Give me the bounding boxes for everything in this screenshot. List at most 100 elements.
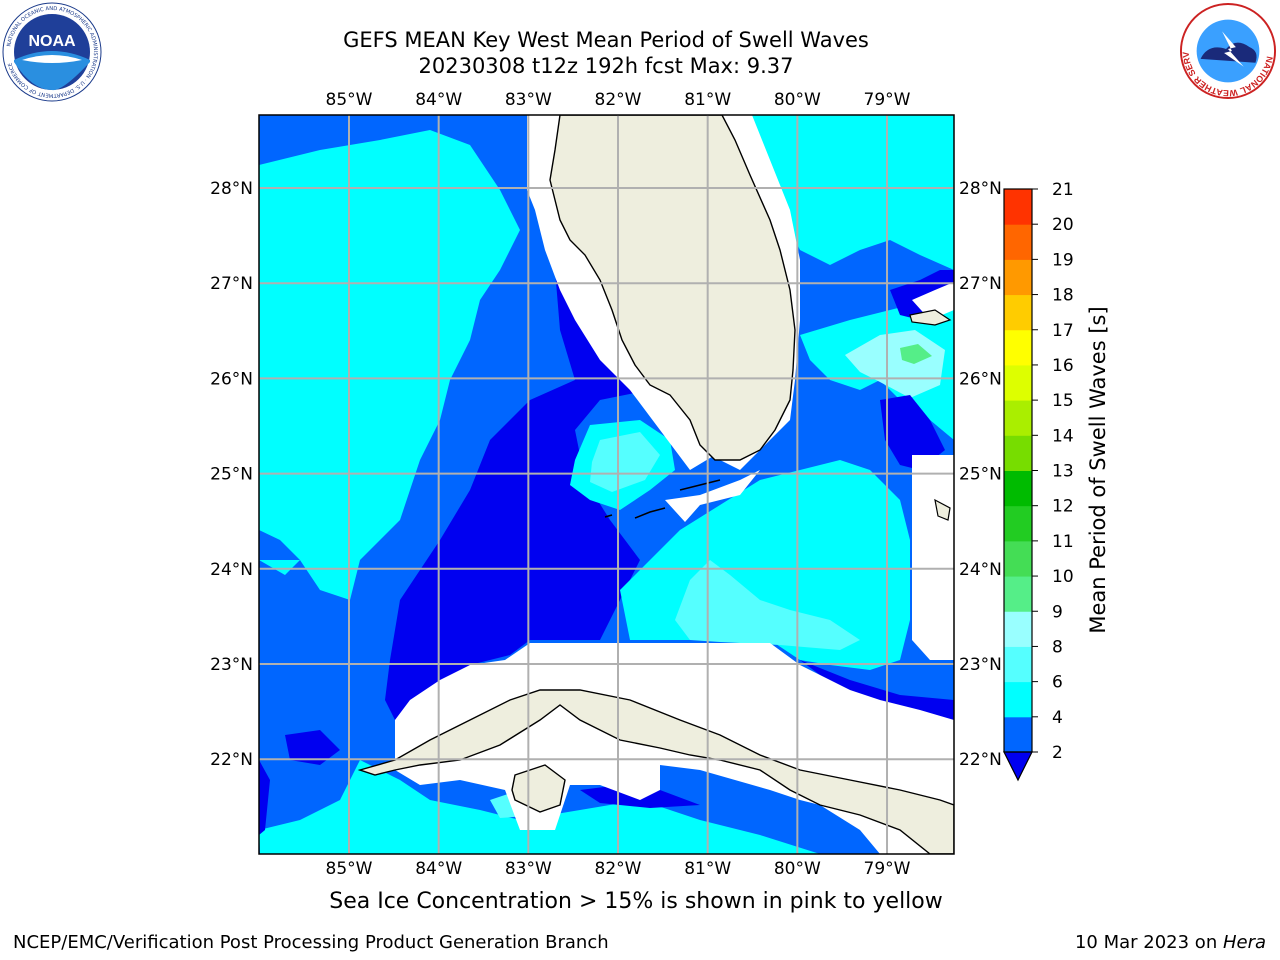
colorbar-segment bbox=[1004, 259, 1032, 296]
colorbar-segment bbox=[1004, 400, 1032, 436]
map-frame bbox=[258, 114, 955, 855]
florida-land bbox=[549, 115, 796, 461]
colorbar-tick-label: 10 bbox=[1052, 567, 1074, 587]
colorbar-segment bbox=[1004, 435, 1032, 471]
florida-keys bbox=[604, 479, 721, 519]
lon-label-top: 83°W bbox=[505, 90, 552, 110]
lat-label-left: 28°N bbox=[210, 179, 253, 199]
colorbar-segment bbox=[1004, 505, 1032, 542]
colorbar-tick-label: 11 bbox=[1052, 532, 1074, 552]
lon-label-top: 82°W bbox=[595, 90, 642, 110]
gridlines bbox=[259, 115, 954, 854]
lon-label-top: 81°W bbox=[684, 90, 731, 110]
swell-contour-2-4-gulf bbox=[385, 140, 650, 720]
colorbar-tick-label: 4 bbox=[1052, 708, 1063, 728]
colorbar-tick-label: 12 bbox=[1052, 497, 1074, 517]
colorbar-extend-min bbox=[1003, 751, 1033, 782]
lon-label-top: 85°W bbox=[326, 90, 373, 110]
lat-label-left: 25°N bbox=[210, 465, 253, 485]
swell-contour-8-10-straits bbox=[675, 560, 860, 650]
sea-ice-note: Sea Ice Concentration > 15% is shown in … bbox=[329, 889, 943, 914]
lat-label-right: 22°N bbox=[959, 750, 1002, 770]
bahamas-andros-land bbox=[934, 498, 951, 521]
lon-label-bottom: 83°W bbox=[505, 859, 552, 879]
colorbar-tick-label: 6 bbox=[1052, 673, 1063, 693]
footer-credit: NCEP/EMC/Verification Post Processing Pr… bbox=[13, 932, 609, 953]
colorbar-tick-label: 19 bbox=[1052, 250, 1074, 270]
colorbar-tick-label: 13 bbox=[1052, 462, 1074, 482]
lon-label-bottom: 82°W bbox=[595, 859, 642, 879]
nws-logo: NATIONAL WEATHER SERVICE bbox=[1178, 2, 1277, 100]
colorbar-segment bbox=[1004, 470, 1032, 507]
lon-label-top: 84°W bbox=[415, 90, 462, 110]
chart-subtitle-forecast: 20230308 t12z 192h fcst Max: 9.37 bbox=[418, 54, 794, 78]
swell-contour-6-8-atlantic bbox=[750, 115, 954, 270]
noaa-logo-text: NOAA bbox=[28, 33, 76, 50]
swell-contour-8-10-swfl bbox=[590, 432, 660, 492]
colorbar-tick-label: 17 bbox=[1052, 321, 1074, 341]
cuba-land bbox=[357, 689, 954, 854]
lon-label-top: 80°W bbox=[774, 90, 821, 110]
colorbar-segment bbox=[1004, 540, 1032, 577]
swell-contour-2-4-bahamas bbox=[880, 395, 945, 470]
lon-label-bottom: 79°W bbox=[864, 859, 911, 879]
colorbar-tick-label: 14 bbox=[1052, 426, 1074, 446]
colorbar-tick-label: 18 bbox=[1052, 286, 1074, 306]
lat-label-right: 24°N bbox=[959, 560, 1002, 580]
colorbar-segment bbox=[1004, 364, 1032, 401]
colorbar-segment bbox=[1004, 681, 1032, 718]
axis-tick-labels: 85°W 85°W 84°W 84°W 83°W 83°W 82°W 82°W 81°W 81°W… bbox=[210, 90, 1002, 879]
lat-label-right: 25°N bbox=[959, 465, 1002, 485]
footer-date: 10 Mar 2023 on Hera bbox=[1075, 932, 1266, 953]
lat-label-right: 28°N bbox=[959, 179, 1002, 199]
footer-date-text: 10 Mar 2023 on bbox=[1074, 932, 1223, 953]
colorbar-tick-label: 16 bbox=[1052, 356, 1074, 376]
colorbar-tick-label: 2 bbox=[1052, 743, 1063, 763]
colorbar-tick-label: 20 bbox=[1052, 215, 1074, 235]
swell-contour-2-4-cuba-north bbox=[800, 660, 954, 720]
lat-label-left: 26°N bbox=[210, 369, 253, 389]
colorbar-segment bbox=[1004, 716, 1032, 753]
noaa-logo: NOAA NATIONAL OCEANIC AND ATMOSPHERIC AD… bbox=[2, 2, 102, 102]
lon-label-bottom: 80°W bbox=[774, 859, 821, 879]
colorbar-segment bbox=[1004, 611, 1032, 647]
colorbar-tick-label: 8 bbox=[1052, 637, 1063, 657]
colorbar-tick-label: 15 bbox=[1052, 391, 1074, 411]
colorbar-segment bbox=[1004, 576, 1032, 612]
colorbar-segment bbox=[1004, 294, 1032, 331]
lat-label-left: 27°N bbox=[210, 274, 253, 294]
no-data-bahamas bbox=[912, 455, 954, 660]
colorbar-tick-label: 21 bbox=[1052, 180, 1074, 200]
lat-label-left: 22°N bbox=[210, 750, 253, 770]
swell-contour-6-8-west-2 bbox=[259, 560, 300, 575]
colorbar: 2 4 6 8 9 10 11 12 13 14 15 16 17 18 19 20 21 bbox=[1003, 180, 1074, 782]
isla-de-la-juventud-land bbox=[511, 764, 566, 813]
no-data-bahamas-north bbox=[912, 282, 954, 320]
swell-contour-6-8-west bbox=[259, 130, 520, 600]
swell-contour-2-4-west-bubble bbox=[285, 730, 340, 765]
colorbar-segment bbox=[1004, 189, 1032, 225]
land-layer bbox=[357, 115, 954, 854]
lat-label-right: 27°N bbox=[959, 274, 1002, 294]
lat-label-left: 24°N bbox=[210, 560, 253, 580]
colorbar-tick-label: 9 bbox=[1052, 602, 1063, 622]
swell-contour-10-12-atlantic bbox=[900, 344, 932, 364]
colorbar-segment bbox=[1004, 224, 1032, 260]
no-data-keys bbox=[665, 470, 760, 522]
colorbar-segment bbox=[1004, 329, 1032, 366]
chart-title: GEFS MEAN Key West Mean Period of Swell … bbox=[343, 28, 869, 52]
lon-label-bottom: 84°W bbox=[415, 859, 462, 879]
colorbar-title: Mean Period of Swell Waves [s] bbox=[1086, 306, 1110, 633]
colorbar-segment bbox=[1004, 646, 1032, 683]
footer-host: Hera bbox=[1222, 932, 1266, 953]
lat-label-right: 26°N bbox=[959, 369, 1002, 389]
swell-contour-6-8-south bbox=[259, 760, 820, 854]
grand-bahama-land bbox=[909, 309, 952, 326]
lat-label-right: 23°N bbox=[959, 655, 1002, 675]
swell-contour-2-4-west-edge bbox=[259, 760, 270, 835]
lon-label-bottom: 85°W bbox=[326, 859, 373, 879]
lon-label-bottom: 81°W bbox=[684, 859, 731, 879]
lat-label-left: 23°N bbox=[210, 655, 253, 675]
lon-label-top: 79°W bbox=[864, 90, 911, 110]
